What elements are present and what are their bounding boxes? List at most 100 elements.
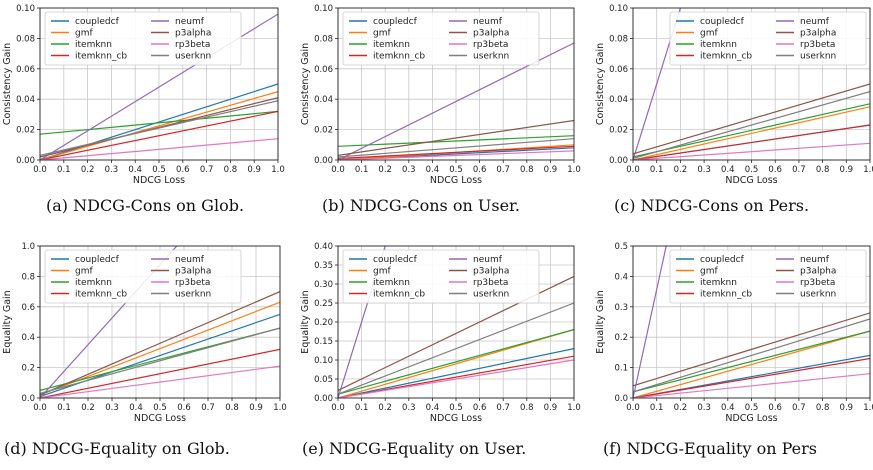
chart-d-x-axis-label: NDCG Loss: [134, 413, 186, 424]
chart-b-series-userknn: [338, 138, 574, 158]
chart-c-x-axis-label: NDCG Loss: [725, 175, 777, 186]
chart-e-y-tick-label: 0.40: [314, 242, 333, 252]
chart-a-series-itemknn: [40, 110, 278, 135]
chart-a-x-tick-label: 0.9: [247, 165, 261, 175]
chart-e-legend-label-gmf: gmf: [373, 267, 391, 277]
chart-c-y-tick-label: 0.10: [609, 4, 628, 14]
chart-d-x-tick-label: 0.8: [225, 403, 239, 413]
chart-c-series-gmf: [633, 106, 870, 160]
chart-d-legend-label-userknn: userknn: [175, 290, 211, 300]
chart-a-x-tick-label: 0.2: [81, 165, 95, 175]
chart-d-legend-label-neumf: neumf: [175, 255, 205, 265]
chart-c-x-tick-label: 1.0: [863, 165, 873, 175]
chart-d-y-tick-label: 0.8: [21, 272, 35, 282]
chart-e-x-tick-label: 0.3: [402, 403, 416, 413]
chart-c-legend-label-neumf: neumf: [800, 17, 830, 27]
chart-d-legend-label-gmf: gmf: [75, 267, 93, 277]
chart-d-x-tick-label: 0.0: [33, 403, 47, 413]
chart-c-series-userknn: [633, 91, 870, 160]
chart-b-x-tick-label: 0.2: [378, 165, 392, 175]
chart-f-legend: [669, 249, 867, 304]
chart-c-x-tick-label: 0.5: [745, 165, 759, 175]
chart-b-x-tick-label: 0.8: [520, 165, 534, 175]
chart-a-x-tick-label: 1.0: [271, 165, 285, 175]
chart-c-series-p3alpha: [633, 83, 870, 155]
chart-f-x-tick-label: 0.2: [674, 403, 688, 413]
chart-e-frame: [337, 245, 575, 399]
chart-e-series-rp3beta: [338, 359, 574, 398]
chart-b-series-p3alpha: [338, 119, 574, 156]
chart-b-x-tick-label: 0.1: [355, 165, 369, 175]
chart-c-series-itemknn: [633, 103, 870, 158]
chart-f-x-tick-label: 0.6: [768, 403, 782, 413]
chart-d-x-tick-label: 0.4: [129, 403, 143, 413]
chart-c-x-tick-label: 0.6: [768, 165, 782, 175]
chart-b-series-itemknn_cb: [338, 145, 574, 160]
chart-f-x-tick-label: 1.0: [863, 403, 873, 413]
chart-e-y-tick-label: 0.15: [314, 337, 333, 347]
chart-c-legend-label-itemknn: itemknn: [700, 40, 737, 50]
chart-a-x-axis-label: NDCG Loss: [133, 175, 185, 186]
chart-e-x-axis-label: NDCG Loss: [430, 413, 482, 424]
chart-d-x-tick-label: 0.3: [105, 403, 119, 413]
caption-b: (b) NDCG-Cons on User.: [322, 196, 521, 215]
chart-c-series-rp3beta: [633, 142, 870, 160]
chart-f-x-tick-label: 0.1: [650, 403, 664, 413]
chart-d-series-p3alpha: [40, 291, 280, 396]
chart-e-x-tick-label: 0.5: [449, 403, 463, 413]
chart-b-legend-label-coupledcf: coupledcf: [373, 17, 418, 27]
chart-f-series-p3alpha: [633, 312, 870, 387]
chart-e-y-tick-label: 0.20: [314, 318, 333, 328]
chart-d-series-itemknn_cb: [40, 348, 280, 398]
chart-a-frame: [39, 7, 279, 161]
chart-a-y-axis-label: Consistency Gain: [2, 43, 13, 125]
chart-e-legend-label-itemknn_cb: itemknn_cb: [373, 290, 425, 300]
chart-e-x-tick-label: 0.4: [426, 403, 440, 413]
chart-a-x-tick-label: 0.4: [128, 165, 142, 175]
chart-e-y-tick-label: 0.10: [314, 356, 333, 366]
chart-e-x-tick-label: 0.7: [496, 403, 510, 413]
chart-f-x-axis-label: NDCG Loss: [725, 413, 777, 424]
chart-c-x-tick-label: 0.4: [721, 165, 735, 175]
chart-b-legend-label-itemknn_cb: itemknn_cb: [373, 52, 425, 62]
chart-f-y-tick-label: 0.3: [614, 303, 628, 313]
chart-c-x-tick-label: 0.0: [626, 165, 640, 175]
chart-e-series-itemknn_cb: [338, 355, 574, 398]
chart-d-series-userknn: [40, 327, 280, 394]
chart-f-legend-label-gmf: gmf: [700, 267, 718, 277]
chart-e-legend-label-p3alpha: p3alpha: [473, 267, 509, 277]
chart-f-series-rp3beta: [633, 373, 870, 398]
chart-f-x-tick-label: 0.8: [816, 403, 830, 413]
chart-b-y-tick-label: 0.06: [314, 65, 333, 75]
chart-d-y-axis-label: Equality Gain: [2, 290, 13, 353]
chart-d-legend-label-coupledcf: coupledcf: [75, 255, 120, 265]
chart-d-x-tick-label: 0.9: [249, 403, 263, 413]
chart-e-y-tick-label: 0.05: [314, 375, 333, 385]
chart-e-y-tick-label: 0.30: [314, 280, 333, 290]
chart-d-x-tick-label: 0.2: [81, 403, 95, 413]
chart-f-y-tick-label: 0.1: [614, 364, 628, 374]
chart-a-y-tick-label: 0.06: [16, 65, 35, 75]
chart-e-x-tick-label: 0.9: [544, 403, 558, 413]
chart-b-legend-label-rp3beta: rp3beta: [473, 40, 508, 50]
chart-d-y-tick-label: 1.0: [21, 242, 35, 252]
chart-c-series-itemknn_cb: [633, 124, 870, 160]
chart-b-x-tick-label: 0.4: [426, 165, 440, 175]
chart-a-y-tick-label: 0.02: [16, 126, 35, 136]
chart-e-y-tick-label: 0.25: [314, 299, 333, 309]
chart-a-x-tick-label: 0.0: [33, 165, 47, 175]
chart-b-y-tick-label: 0.10: [314, 4, 333, 14]
chart-f-y-tick-label: 0.5: [614, 242, 628, 252]
chart-a-x-tick-label: 0.5: [152, 165, 166, 175]
chart-e-y-tick-label: 0.00: [314, 394, 333, 404]
chart-d-legend-label-rp3beta: rp3beta: [175, 278, 210, 288]
chart-f-frame: [632, 245, 871, 399]
chart-c-y-axis-label: Consistency Gain: [595, 43, 606, 125]
chart-c-y-tick-label: 0.00: [609, 156, 628, 166]
chart-d-x-tick-label: 1.0: [273, 403, 287, 413]
chart-b-series-itemknn: [338, 135, 574, 147]
chart-a-series-userknn: [40, 100, 278, 156]
chart-b-series-rp3beta: [338, 150, 574, 160]
chart-d-y-tick-label: 0.0: [21, 394, 35, 404]
